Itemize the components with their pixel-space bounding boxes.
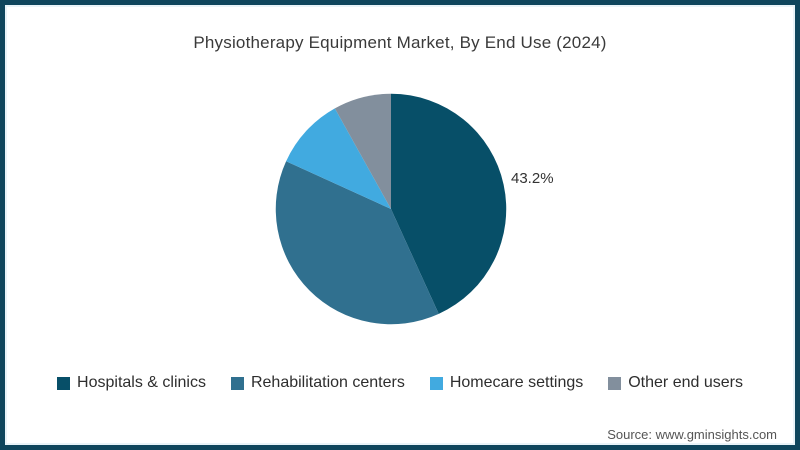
chart-title: Physiotherapy Equipment Market, By End U… bbox=[193, 33, 607, 52]
pie-slice-hospitals-clinics bbox=[391, 93, 507, 314]
legend-swatch-icon bbox=[230, 376, 244, 390]
legend: Hospitals & clinics Rehabilitation center… bbox=[5, 374, 795, 392]
pie-slice-other-end-users bbox=[334, 93, 391, 209]
legend-swatch-icon bbox=[608, 376, 622, 390]
source-attribution: Source: www.gminsights.com bbox=[607, 427, 777, 442]
pie-slice-homecare-settings bbox=[286, 108, 391, 209]
legend-label: Rehabilitation centers bbox=[250, 374, 405, 391]
legend-item-hospitals-clinics: Hospitals & clinics bbox=[57, 374, 206, 392]
pie-chart bbox=[270, 88, 512, 330]
pie-slice-rehabilitation-centers bbox=[275, 161, 439, 325]
legend-label: Other end users bbox=[628, 374, 743, 391]
pie-svg bbox=[275, 93, 507, 325]
legend-label: Hospitals & clinics bbox=[77, 374, 206, 391]
legend-swatch-icon bbox=[429, 376, 443, 390]
legend-item-other-end-users: Other end users bbox=[608, 374, 743, 392]
legend-swatch-icon bbox=[57, 376, 71, 390]
legend-item-rehabilitation-centers: Rehabilitation centers bbox=[230, 374, 405, 392]
legend-label: Homecare settings bbox=[449, 374, 584, 391]
slice-value-label: 43.2% bbox=[511, 170, 554, 187]
legend-item-homecare-settings: Homecare settings bbox=[429, 374, 584, 392]
